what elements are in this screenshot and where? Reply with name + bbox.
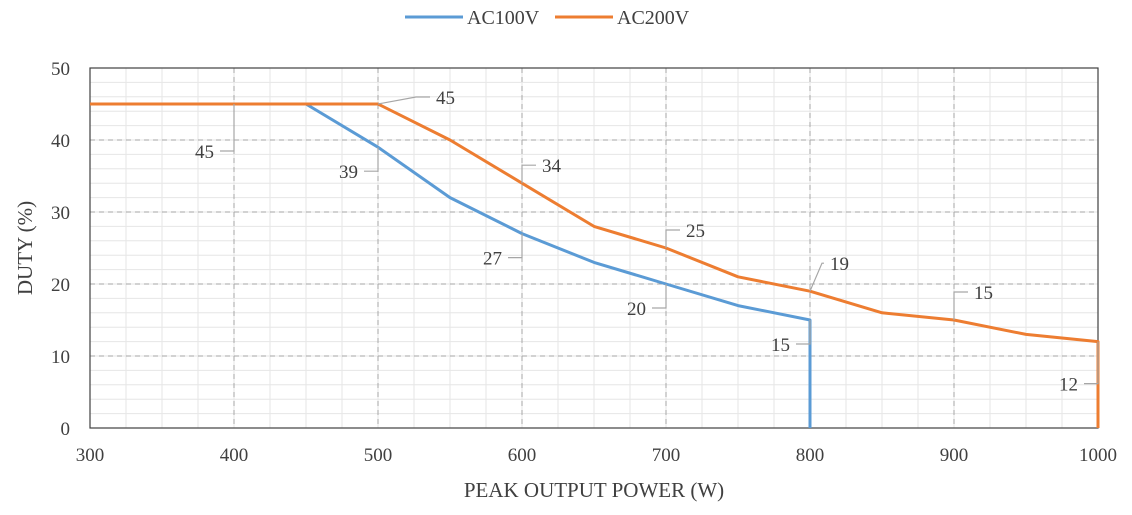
data-label-ac200v: 19 bbox=[830, 254, 849, 275]
major-gridlines bbox=[90, 68, 1098, 428]
x-tick-label: 700 bbox=[652, 445, 681, 466]
data-label-leader bbox=[652, 284, 667, 309]
data-label-leader bbox=[665, 229, 680, 248]
x-tick-label: 1000 bbox=[1079, 445, 1117, 466]
data-label-leader bbox=[796, 320, 811, 345]
legend: AC100V AC200V bbox=[405, 7, 690, 29]
data-label-ac200v: 15 bbox=[974, 283, 993, 304]
y-axis-title: DUTY (%) bbox=[13, 201, 37, 295]
data-label-leader bbox=[508, 233, 523, 259]
data-label-ac200v: 34 bbox=[542, 156, 562, 177]
x-axis-title: PEAK OUTPUT POWER (W) bbox=[464, 478, 724, 502]
series-line-ac100v bbox=[90, 102, 812, 428]
data-label-leader bbox=[1084, 341, 1099, 385]
x-axis-tick-labels: 300 400 500 600 700 800 900 1000 bbox=[76, 445, 1117, 466]
x-tick-label: 900 bbox=[940, 445, 969, 466]
data-label-leader bbox=[220, 104, 235, 152]
data-label-leader bbox=[809, 262, 824, 292]
legend-label-ac100v: AC100V bbox=[467, 7, 540, 29]
x-tick-label: 400 bbox=[220, 445, 249, 466]
data-label-leaders bbox=[220, 96, 1099, 385]
data-label-leader bbox=[377, 96, 430, 105]
y-tick-label: 0 bbox=[61, 419, 71, 440]
minor-gridlines bbox=[89, 67, 1099, 429]
data-label-ac100v: 15 bbox=[771, 335, 790, 356]
data-label-ac200v: 12 bbox=[1059, 375, 1078, 396]
y-tick-label: 50 bbox=[51, 59, 70, 80]
legend-label-ac200v: AC200V bbox=[617, 7, 690, 29]
data-label-leader bbox=[364, 147, 379, 172]
data-label-ac200v: 25 bbox=[686, 221, 705, 242]
x-tick-label: 600 bbox=[508, 445, 537, 466]
data-label-ac200v: 45 bbox=[195, 142, 214, 163]
data-label-ac100v: 20 bbox=[627, 299, 646, 320]
y-tick-label: 20 bbox=[51, 275, 70, 296]
y-tick-label: 40 bbox=[51, 131, 70, 152]
data-label-leader bbox=[953, 291, 968, 320]
data-label-ac200v: 45 bbox=[436, 88, 455, 109]
series-line-ac200v bbox=[90, 102, 1100, 428]
y-tick-label: 10 bbox=[51, 347, 70, 368]
data-label-leader bbox=[521, 164, 536, 184]
data-label-ac100v: 39 bbox=[339, 162, 358, 183]
data-label-ac100v: 27 bbox=[483, 249, 502, 270]
x-tick-label: 300 bbox=[76, 445, 105, 466]
data-labels: 39 27 20 15 45 45 34 25 19 15 12 bbox=[195, 88, 1078, 396]
x-tick-label: 500 bbox=[364, 445, 393, 466]
plot-area-frame bbox=[89, 67, 1099, 429]
y-axis-tick-labels: 0 10 20 30 40 50 bbox=[51, 59, 70, 440]
y-tick-label: 30 bbox=[51, 203, 70, 224]
x-tick-label: 800 bbox=[796, 445, 825, 466]
series-lines bbox=[90, 102, 1100, 428]
